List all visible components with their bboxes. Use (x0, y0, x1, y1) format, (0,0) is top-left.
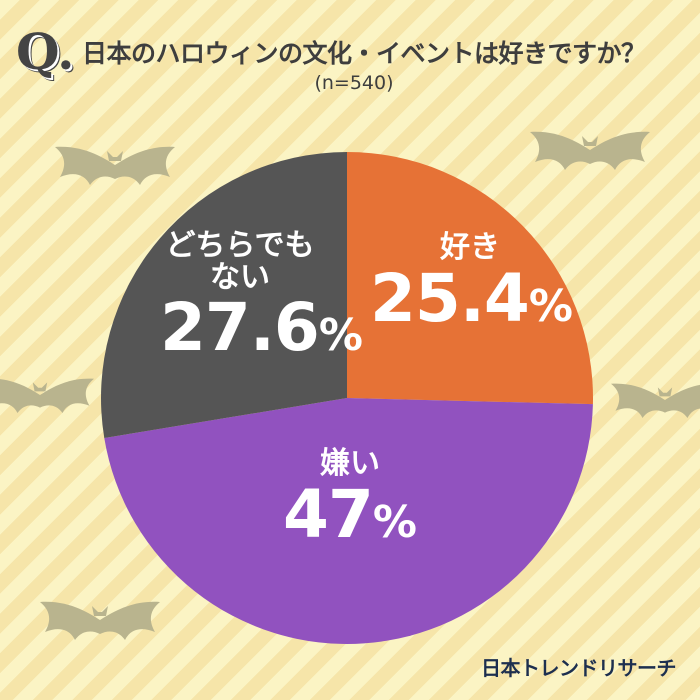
slice-dislike (104, 398, 593, 644)
label-neutral-name: どちらでもない (165, 228, 315, 295)
bat-icon (0, 378, 95, 414)
label-dislike-name: 嫌い (320, 446, 380, 481)
bat-icon (530, 131, 650, 170)
label-neutral: どちらでもない 27.6% (160, 228, 363, 362)
sample-size: (n=540) (314, 72, 394, 94)
label-dislike: 嫌い 47% (250, 448, 450, 549)
label-dislike-value: 47 (283, 475, 374, 553)
brand-logo: 日本トレンドリサーチ (481, 656, 677, 680)
chart-title: 日本のハロウィンの文化・イベントは好きですか？ (82, 39, 646, 68)
bat-icon (610, 383, 700, 419)
question-mark: Q. (16, 22, 75, 81)
label-neutral-value: 27.6 (160, 289, 320, 366)
label-like-name: 好き (440, 230, 500, 265)
bat-icon (55, 146, 175, 185)
label-neutral-unit: % (318, 310, 363, 361)
label-like: 好き 25.4% (370, 230, 573, 333)
label-like-unit: % (528, 280, 573, 332)
slice-like (347, 152, 593, 405)
slice-neutral (101, 152, 347, 439)
bat-icon (40, 601, 160, 640)
label-dislike-unit: % (372, 496, 417, 548)
label-like-value: 25.4 (370, 259, 530, 337)
